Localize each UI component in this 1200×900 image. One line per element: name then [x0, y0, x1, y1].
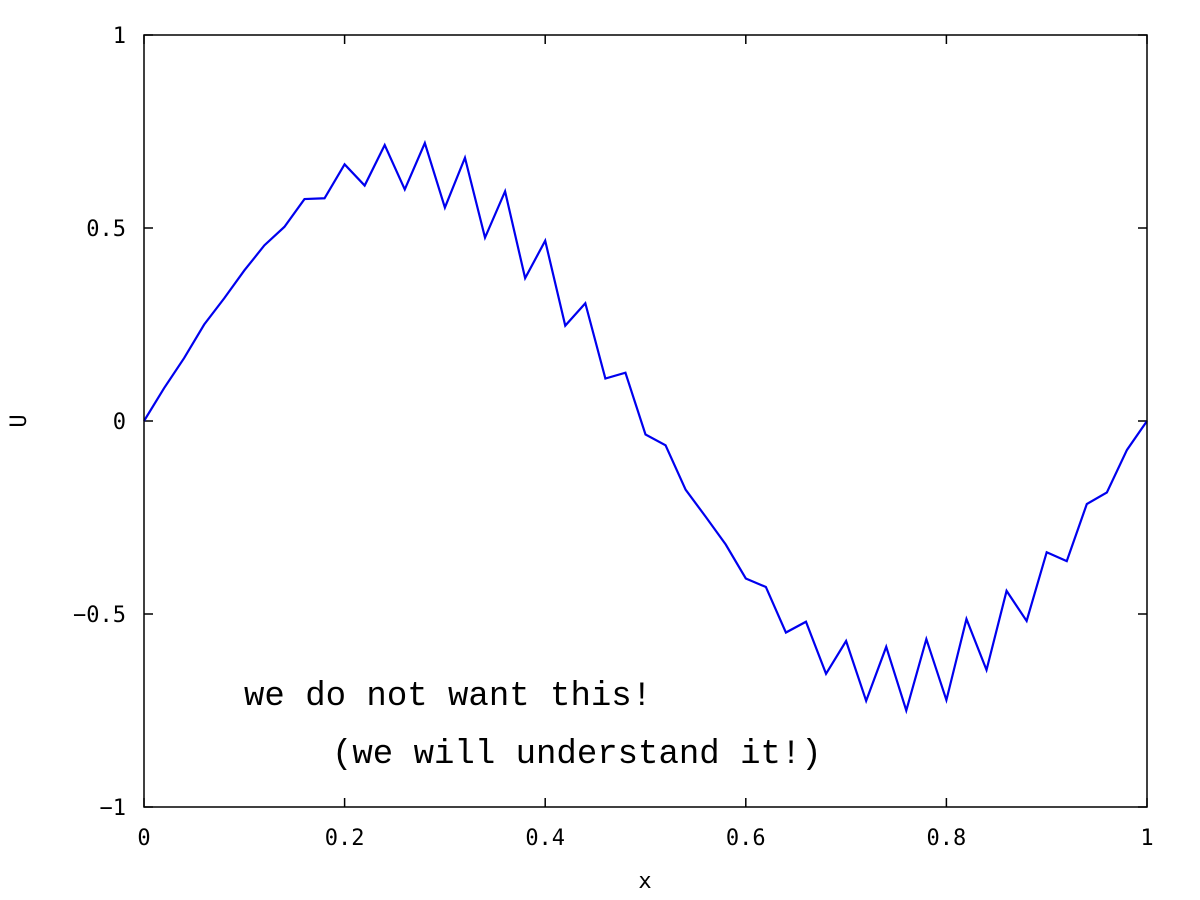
x-tick-label: 0 [137, 826, 150, 851]
tick-labels-layer: 0 0.2 0.4 0.6 0.8 1 −1 −0.5 0 0.5 1 [73, 24, 1154, 851]
annotation-line-1: we do not want this! [244, 678, 652, 716]
plot-frame [143, 34, 1148, 808]
y-tick-label: 0.5 [86, 217, 126, 242]
y-tick-label: 1 [113, 24, 126, 49]
y-tick-label: −0.5 [73, 603, 126, 628]
x-axis-label: x [638, 869, 651, 894]
x-tick-label: 0.2 [325, 826, 365, 851]
x-tick-label: 0.6 [726, 826, 766, 851]
y-tick-label: −1 [100, 796, 127, 821]
y-tick-label: 0 [113, 410, 126, 435]
x-tick-label: 0.8 [927, 826, 967, 851]
annotation-line-2: (we will understand it!) [332, 736, 822, 774]
x-tick-label: 1 [1140, 826, 1153, 851]
y-axis-label: U [7, 414, 32, 427]
series-layer [143, 139, 1148, 715]
series-line-0 [143, 139, 1148, 715]
x-tick-label: 0.4 [525, 826, 565, 851]
